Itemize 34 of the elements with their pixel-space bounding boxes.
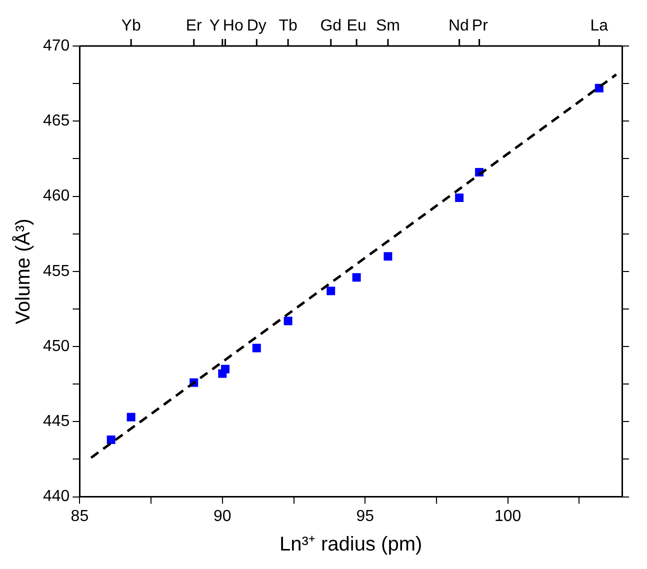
x-tick-label: 100 <box>494 508 522 525</box>
y-tick-label: 460 <box>42 188 70 205</box>
x-tick-label: 90 <box>214 508 232 525</box>
x-axis-title: Ln³⁺ radius (pm) <box>280 534 422 556</box>
point <box>352 273 361 282</box>
point <box>126 412 136 422</box>
x-tick-label: 95 <box>356 508 374 525</box>
point <box>106 435 116 444</box>
point <box>284 316 292 326</box>
y-tick-label: 450 <box>42 338 70 355</box>
annotation: Sm <box>376 17 400 34</box>
y-tick-label: 445 <box>42 413 70 430</box>
annotation: Eu <box>346 17 366 34</box>
annotation: Dy <box>246 17 266 34</box>
x-tick-label: 85 <box>70 508 89 525</box>
point <box>384 252 392 261</box>
annotation: Yb <box>121 17 141 34</box>
point <box>252 344 261 352</box>
annotation: Pr <box>472 17 489 34</box>
annotation: Ho <box>222 17 244 34</box>
point <box>221 364 230 374</box>
y-tick-label: 455 <box>42 262 70 280</box>
annotation: Tb <box>278 17 298 34</box>
annotation: Y <box>209 17 220 34</box>
annotation: Gd <box>320 17 342 34</box>
y-axis-title: Volume (Å³) <box>12 218 35 324</box>
y-tick-label: 470 <box>42 37 70 54</box>
point <box>455 194 464 202</box>
annotation: La <box>590 17 608 34</box>
y-tick-label: 465 <box>42 112 70 130</box>
y-tick-label: 440 <box>42 488 70 506</box>
point <box>326 286 336 296</box>
annotation: Er <box>186 17 203 34</box>
annotation: Nd <box>448 17 469 34</box>
